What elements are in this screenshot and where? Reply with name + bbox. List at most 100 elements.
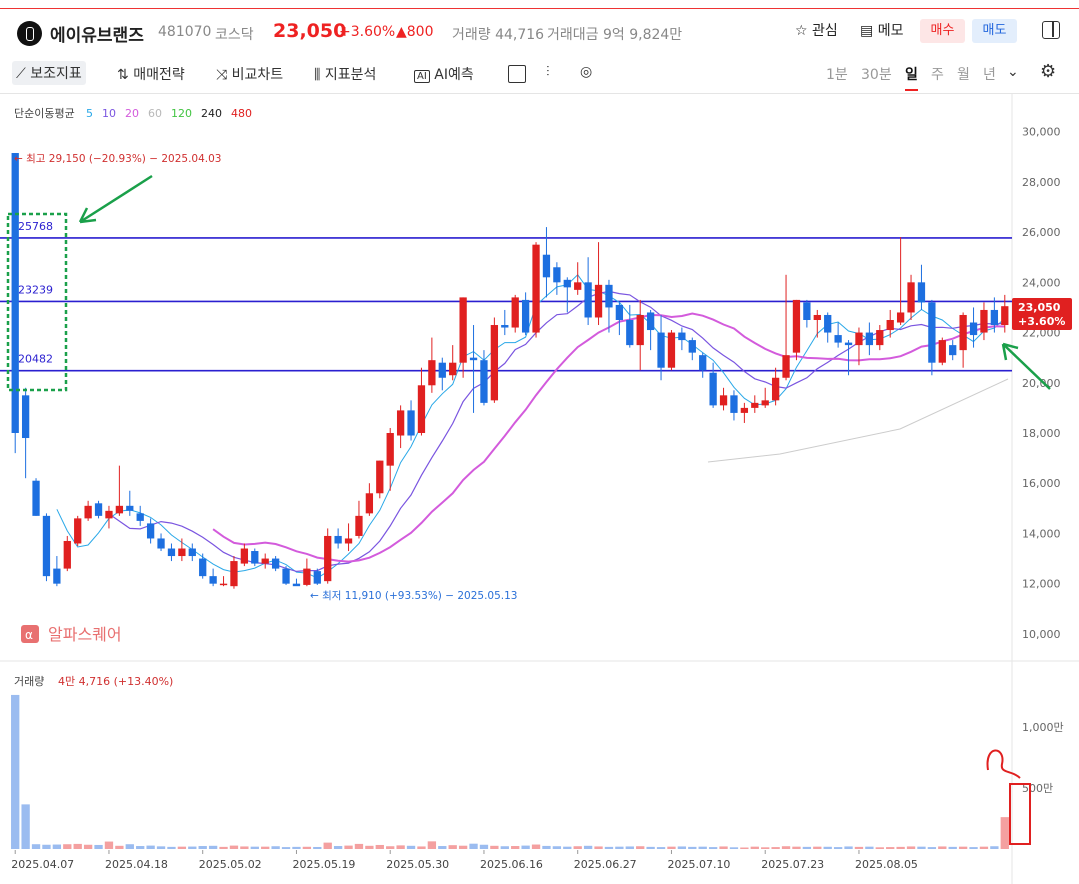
volume-bar bbox=[698, 846, 707, 849]
candle-body bbox=[761, 400, 769, 406]
candlestick-icon[interactable]: ⫶ bbox=[546, 64, 550, 80]
volume-bar bbox=[542, 845, 551, 849]
change-amount: ▲800 bbox=[396, 24, 434, 40]
volume-bar bbox=[354, 843, 364, 849]
panel-toggle-icon[interactable] bbox=[1042, 21, 1060, 39]
compare-button[interactable]: ⤨ 비교차트 bbox=[216, 64, 283, 84]
horizontal-line-label: 23239 bbox=[18, 283, 53, 296]
analysis-label: 지표분석 bbox=[324, 67, 377, 83]
volume-bar bbox=[21, 804, 30, 849]
volume-bar bbox=[386, 846, 395, 849]
candle-body bbox=[990, 309, 999, 326]
ai-icon: AI bbox=[414, 70, 430, 83]
candle-body bbox=[886, 320, 894, 331]
volume-bar bbox=[406, 845, 416, 849]
candle-body bbox=[730, 395, 738, 413]
volume-bar bbox=[938, 846, 947, 849]
volume-bar bbox=[198, 846, 207, 849]
volume-bar bbox=[958, 846, 968, 849]
candle-body bbox=[657, 332, 665, 368]
candle-body bbox=[136, 513, 144, 521]
favorite-button[interactable]: ☆ 관심 bbox=[795, 20, 838, 40]
period-30min[interactable]: 30분 bbox=[861, 67, 892, 83]
volume-bar bbox=[52, 844, 62, 849]
candle-body bbox=[501, 325, 509, 328]
candle-body bbox=[751, 402, 759, 408]
volume-bar bbox=[156, 846, 166, 849]
ai-label: AI예측 bbox=[434, 67, 474, 83]
volume-bar bbox=[42, 844, 51, 849]
candle-body bbox=[594, 284, 603, 318]
candle-body bbox=[584, 282, 592, 318]
dashed-highlight-box bbox=[6, 212, 68, 392]
sort-arrows-icon: ⇅ bbox=[117, 67, 129, 83]
volume-bar bbox=[500, 846, 509, 849]
camera-icon[interactable]: ◎ bbox=[580, 64, 593, 80]
ma-legend-period: 120 bbox=[171, 107, 192, 120]
volume-bar bbox=[208, 845, 218, 849]
ai-forecast-button[interactable]: AI AI예측 bbox=[414, 64, 474, 84]
star-icon: ☆ bbox=[795, 23, 808, 39]
volume-bar bbox=[761, 847, 770, 849]
indicator-icon: ⟋ bbox=[16, 66, 26, 82]
volume-bar bbox=[990, 846, 999, 849]
volume-bar bbox=[771, 847, 780, 849]
candle-body bbox=[428, 360, 436, 386]
candle-body bbox=[386, 433, 394, 466]
price-chart[interactable]: 25768 23239 20482 30,000 28,000 26,000 24,000… bbox=[0, 94, 1079, 884]
period-year[interactable]: 년 bbox=[983, 67, 996, 83]
strategy-button[interactable]: ⇅ 매매전략 bbox=[117, 64, 185, 84]
volume-bar bbox=[261, 846, 270, 849]
candle-body bbox=[646, 312, 655, 331]
candle-body bbox=[865, 332, 874, 346]
volume-bar bbox=[511, 846, 520, 849]
period-month[interactable]: 월 bbox=[957, 67, 970, 83]
volume-bar bbox=[63, 844, 72, 849]
candle-body bbox=[199, 558, 207, 577]
gear-icon[interactable]: ⚙ bbox=[1040, 61, 1057, 82]
high-annotation: ← 최고 29,150 (−20.93%) − 2025.04.03 bbox=[14, 153, 222, 165]
period-1min[interactable]: 1분 bbox=[826, 67, 848, 83]
analysis-button[interactable]: ⫼ 지표분석 bbox=[314, 64, 376, 84]
volume-label: 거래량 bbox=[14, 675, 44, 688]
volume-bar bbox=[302, 846, 312, 849]
indicators-button[interactable]: ⟋ 보조지표 bbox=[12, 61, 86, 85]
candle-body bbox=[563, 279, 571, 288]
price-tick-label: 24,000 bbox=[1022, 276, 1061, 289]
memo-button[interactable]: ▤ 메모 bbox=[860, 20, 903, 40]
candle-body bbox=[771, 377, 780, 401]
candle-body bbox=[803, 302, 811, 320]
volume-bar bbox=[563, 846, 572, 849]
chevron-down-icon[interactable]: ⌄ bbox=[1007, 64, 1019, 80]
buy-button[interactable]: 매수 bbox=[920, 19, 965, 43]
price-tick-label: 10,000 bbox=[1022, 628, 1061, 641]
candle-body bbox=[417, 385, 426, 433]
square-icon[interactable] bbox=[508, 65, 526, 83]
sell-button[interactable]: 매도 bbox=[972, 19, 1017, 43]
candle-body bbox=[74, 518, 82, 544]
candle-body bbox=[449, 362, 457, 376]
candle-body bbox=[844, 342, 853, 346]
candle-body bbox=[542, 254, 551, 278]
candle-body bbox=[636, 314, 644, 346]
period-week[interactable]: 주 bbox=[931, 67, 944, 83]
ma-legend-period: 240 bbox=[201, 107, 222, 120]
current-price-tag-rate: +3.60% bbox=[1018, 315, 1065, 328]
volume-bar bbox=[906, 846, 916, 849]
volume-bar bbox=[146, 845, 155, 849]
volume-bar bbox=[781, 846, 791, 849]
watermark-logo-glyph: α bbox=[25, 628, 33, 642]
stock-logo-icon bbox=[17, 21, 42, 46]
strategy-label: 매매전략 bbox=[133, 67, 185, 83]
date-tick-label: 2025.05.02 bbox=[199, 858, 262, 871]
candle-body bbox=[292, 583, 301, 587]
volume-bar bbox=[552, 846, 562, 849]
period-day[interactable]: 일 bbox=[905, 64, 918, 91]
volume-bar bbox=[740, 847, 749, 849]
volume-bar bbox=[333, 846, 343, 849]
volume-bar bbox=[719, 846, 728, 849]
memo-label: 메모 bbox=[877, 23, 904, 39]
volume-bar bbox=[708, 847, 718, 849]
candle-body bbox=[355, 515, 363, 536]
green-arrow-icon bbox=[1001, 342, 1051, 390]
